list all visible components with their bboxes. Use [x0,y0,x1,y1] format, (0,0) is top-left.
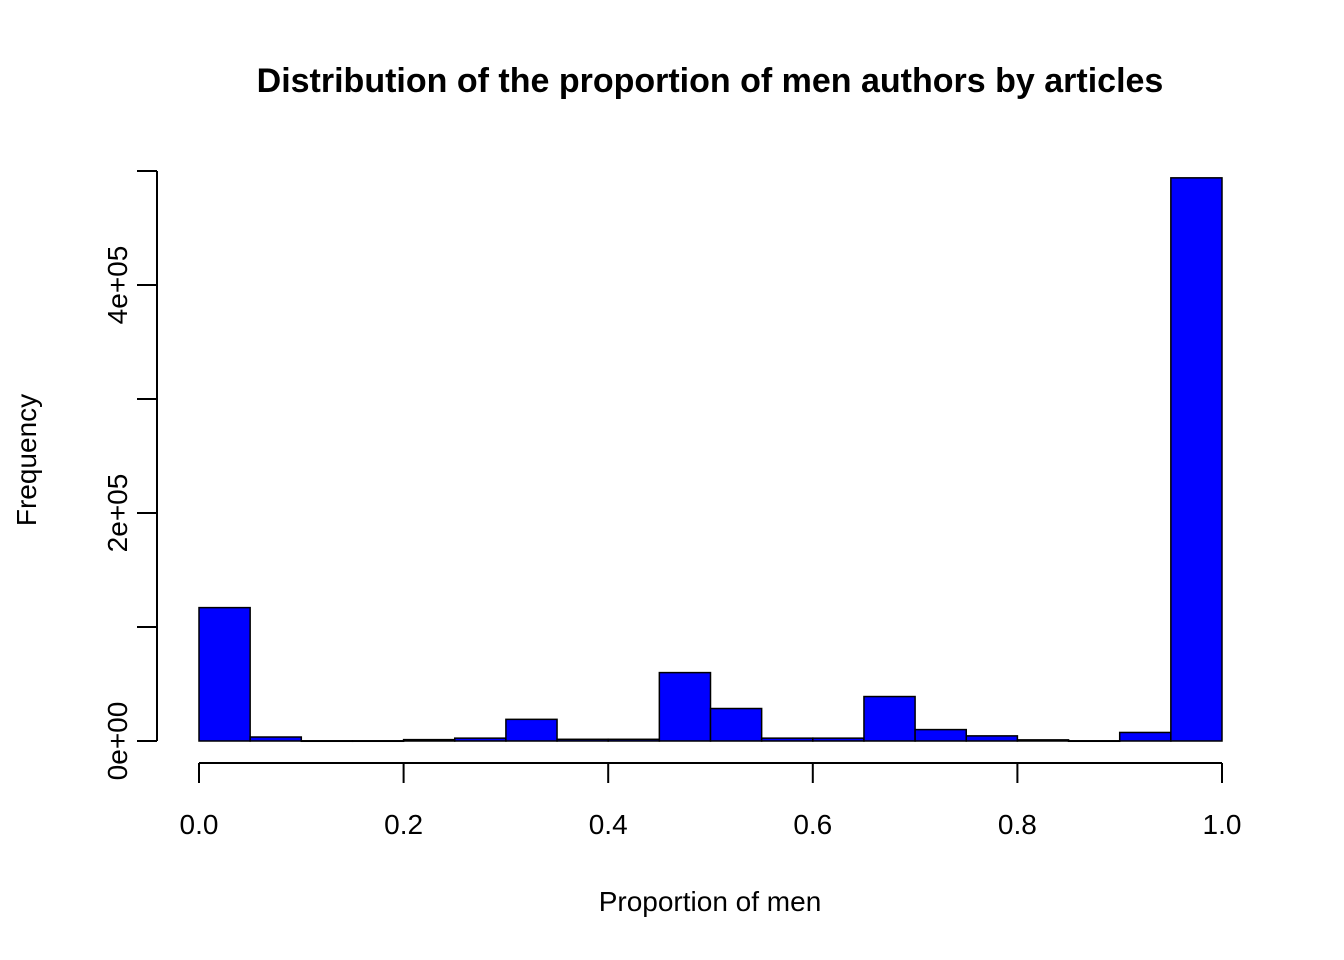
x-tick-label: 0.2 [384,809,423,840]
y-axis-label: Frequency [11,394,42,526]
histogram-bar [402,738,456,742]
histogram-bar [1016,739,1070,742]
x-tick-label: 0.8 [998,809,1037,840]
y-axis: 0e+00 2e+05 4e+05 [102,170,158,781]
histogram-bar [249,736,303,742]
histogram-bar [505,718,558,742]
x-tick-label: 0.0 [180,809,219,840]
x-tick-label: 0.6 [793,809,832,840]
x-tick-label: 1.0 [1203,809,1242,840]
y-tick-label: 2e+05 [102,474,133,553]
histogram-bar [965,735,1019,742]
histogram-bar [556,738,609,742]
histogram-bar [812,737,865,742]
histogram-bar [300,740,354,743]
x-axis-label: Proportion of men [599,886,822,917]
histogram-bar [760,737,814,742]
histogram-bar [198,606,251,742]
histogram-bar [914,728,967,742]
histogram-bar [1170,177,1223,742]
x-tick-label: 0.4 [589,809,628,840]
histogram-bar [454,737,507,742]
histogram-bar [709,707,763,742]
chart-title: Distribution of the proportion of men au… [257,62,1164,100]
y-tick-label: 0e+00 [102,702,133,781]
histogram-bar [351,740,405,743]
y-tick-label: 4e+05 [102,246,133,325]
histogram-bar [607,738,661,742]
histogram-bar [1118,731,1172,742]
histogram-bar [863,695,916,742]
histogram-bar [658,671,712,742]
histogram-bars [198,177,1223,743]
x-axis: 0.0 0.2 0.4 0.6 0.8 1.0 [180,762,1242,840]
histogram-bar [1067,740,1121,743]
